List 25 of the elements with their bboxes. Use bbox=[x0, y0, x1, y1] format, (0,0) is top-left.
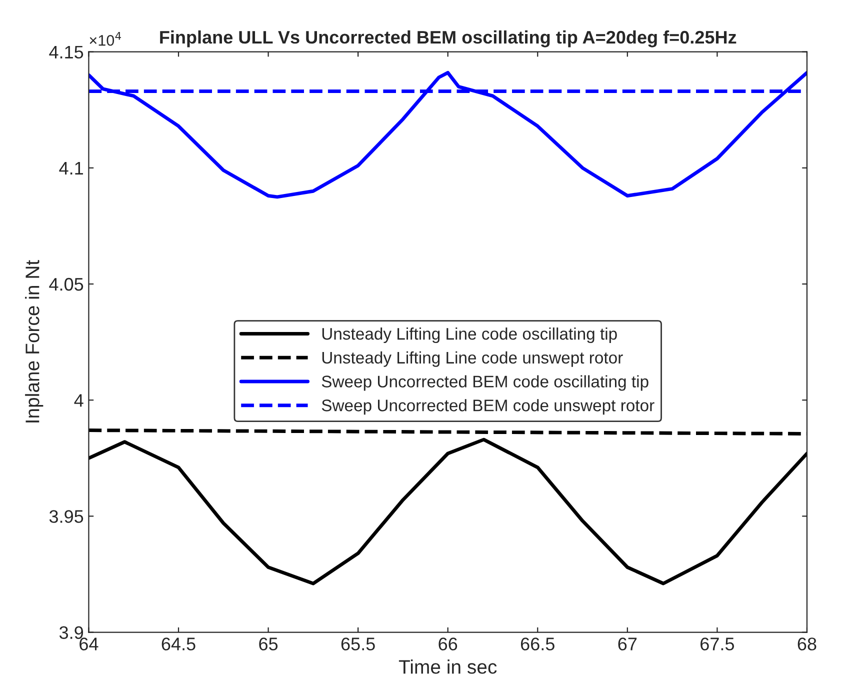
x-tick-label: 64 bbox=[80, 638, 98, 650]
y-tick-label: 3.9 bbox=[59, 626, 84, 639]
legend-label: Unsteady Lifting Line code unswept rotor bbox=[322, 351, 623, 367]
legend-label: Unsteady Lifting Line code oscillating tip bbox=[322, 327, 617, 344]
text: ×10$^{4}$ bbox=[90, 32, 121, 46]
y-tick-label: 4.05 bbox=[49, 278, 84, 291]
legend-label: Sweep Uncorrected BEM code unswept rotor bbox=[322, 399, 654, 415]
y-tick-label: 3.95 bbox=[49, 510, 84, 523]
y-tick-label: 4 bbox=[74, 394, 84, 407]
x-tick-label: 64.5 bbox=[162, 638, 196, 650]
x-tick-label: 67 bbox=[618, 638, 637, 650]
x-tick-label: 68 bbox=[798, 638, 816, 650]
x-tick-label: 65.5 bbox=[341, 638, 375, 650]
y-tick-label: 4.15 bbox=[49, 46, 84, 59]
x-tick-label: 65 bbox=[259, 638, 278, 650]
x-axis-title: Time in sec bbox=[398, 660, 497, 674]
x-tick-label: 66.5 bbox=[520, 638, 554, 650]
x-tick-label: 66 bbox=[438, 638, 458, 650]
y-axis-title: Inplane Force in Nt bbox=[25, 260, 44, 422]
x-tick-label: 67.5 bbox=[700, 638, 734, 650]
chart-title: Finplane ULL Vs Uncorrected BEM oscillating tip A=20deg f=0.25Hz bbox=[160, 30, 736, 48]
line-series bbox=[88, 70, 807, 199]
legend-label: Sweep Uncorrected BEM code oscillating tip bbox=[322, 375, 648, 391]
line-series bbox=[88, 438, 807, 586]
y-tick-label: 4.1 bbox=[59, 162, 83, 174]
